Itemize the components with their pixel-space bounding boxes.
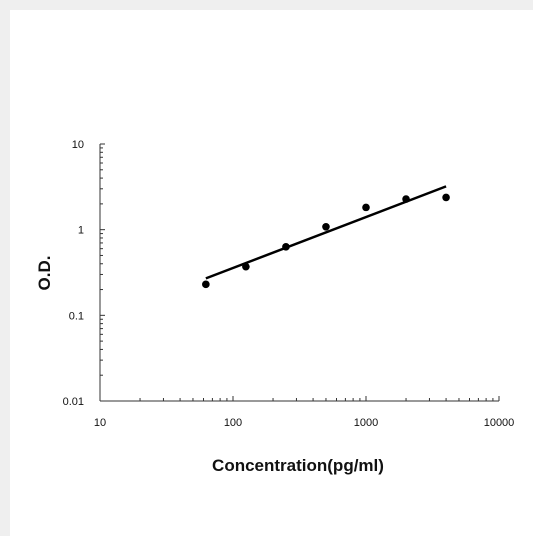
y-axis-title: O.D. <box>35 256 54 291</box>
data-point <box>202 280 210 289</box>
y-tick-label: 0.1 <box>69 310 84 322</box>
x-minor-ticks <box>99 396 500 401</box>
x-tick-label: 1000 <box>354 417 378 429</box>
data-point <box>322 223 330 231</box>
y-tick-labels: 0.01 0.1 1 10 <box>63 139 84 408</box>
y-tick-label: 10 <box>72 139 84 151</box>
x-tick-label: 100 <box>224 417 242 429</box>
od-concentration-chart: 10 100 1000 10000 0.01 0.1 1 10 Concentration(… <box>35 139 514 475</box>
data-point <box>402 195 410 203</box>
chart-panel: 10 100 1000 10000 0.01 0.1 1 10 Concentration(… <box>10 10 533 536</box>
trendline <box>205 185 447 280</box>
x-tick-labels: 10 100 1000 10000 <box>94 417 514 429</box>
data-point <box>242 262 250 271</box>
x-axis-title: Concentration(pg/ml) <box>212 456 384 475</box>
x-tick-label: 10000 <box>484 417 515 429</box>
data-point <box>362 203 370 212</box>
y-tick-label: 0.01 <box>63 396 84 408</box>
data-point <box>442 193 450 202</box>
y-tick-label: 1 <box>78 225 84 237</box>
data-point <box>282 243 290 251</box>
y-minor-ticks <box>100 143 105 402</box>
data-points <box>202 193 450 289</box>
x-tick-label: 10 <box>94 417 106 429</box>
